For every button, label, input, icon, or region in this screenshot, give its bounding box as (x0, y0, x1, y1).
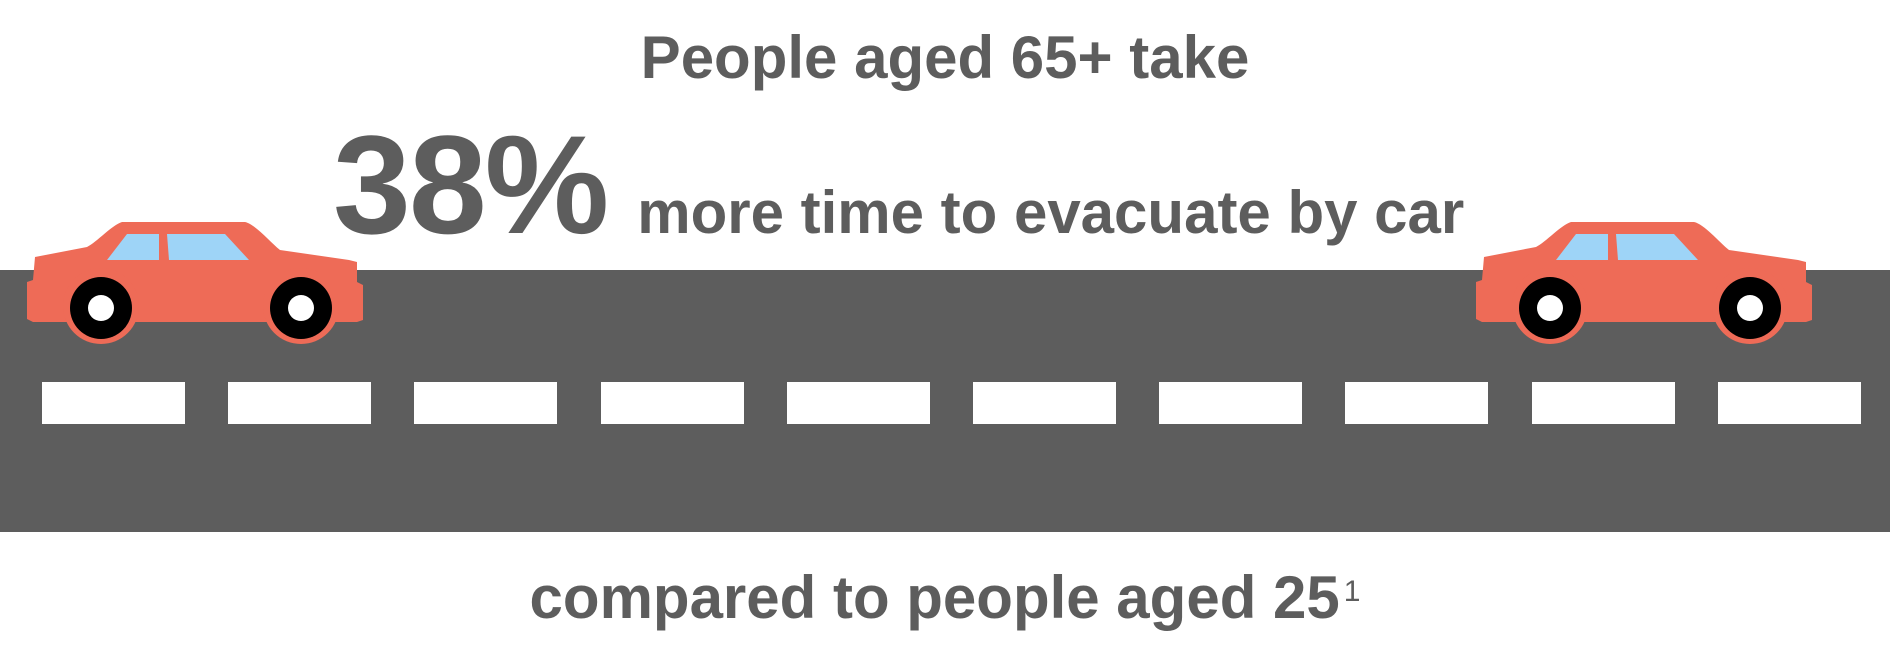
lane-dash (787, 382, 930, 424)
car-window (1556, 234, 1608, 260)
stat-number: 38% (333, 106, 609, 263)
lane-dash (973, 382, 1116, 424)
lane-dash (42, 382, 185, 424)
car-window (1616, 234, 1698, 260)
road-graphic (0, 222, 1890, 532)
road-illustration (0, 222, 1890, 532)
car-icon (1476, 222, 1812, 344)
lane-dash (1718, 382, 1861, 424)
hubcap (288, 295, 314, 321)
headline-bottom: compared to people aged 25 1 (0, 558, 1890, 638)
lane-dash (1159, 382, 1302, 424)
lane-markings (42, 382, 1861, 424)
lane-dash (1345, 382, 1488, 424)
lane-dash (1532, 382, 1675, 424)
headline-top: People aged 65+ take (640, 24, 1250, 91)
lane-dash (601, 382, 744, 424)
hubcap (88, 295, 114, 321)
footnote-marker[interactable]: 1 (1343, 575, 1361, 608)
car-icon (27, 222, 363, 344)
hubcap (1737, 295, 1763, 321)
comparison-text: compared to people aged 25 (529, 564, 1340, 631)
hubcap (1537, 295, 1563, 321)
car-window (167, 234, 249, 260)
stat-suffix: more time to evacuate by car (637, 179, 1465, 246)
lane-dash (228, 382, 371, 424)
car-window (107, 234, 159, 260)
lane-dash (414, 382, 557, 424)
stat-line: 38% more time to evacuate by car (333, 110, 1464, 260)
